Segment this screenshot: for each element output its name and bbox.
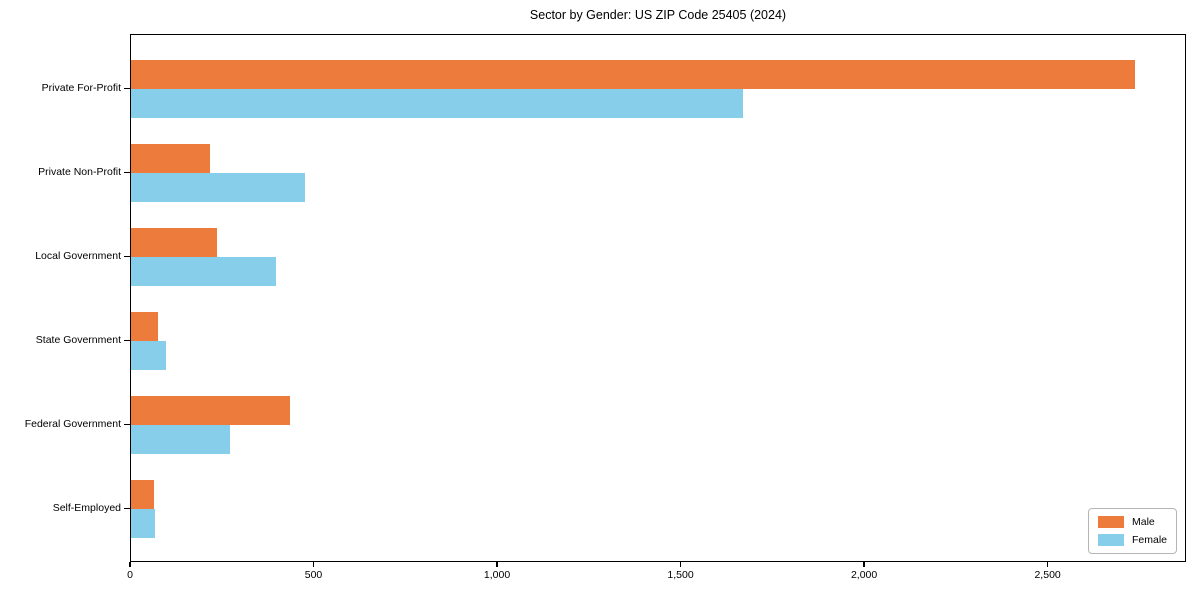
bar-male-4: [131, 312, 159, 341]
y-tick: [124, 339, 130, 341]
legend-swatch-male: [1097, 516, 1124, 528]
x-tick-label: 500: [304, 569, 323, 581]
x-tick: [679, 562, 682, 567]
bar-male-1: [131, 60, 1135, 89]
bar-male-2: [131, 144, 210, 173]
category-label: Self-Employed: [52, 502, 121, 514]
x-tick-label: 1,000: [483, 569, 511, 581]
x-tick-label: 1,500: [667, 569, 694, 581]
y-tick: [124, 507, 130, 509]
bar-male-5: [131, 396, 291, 425]
legend-entry-male: Male: [1097, 516, 1167, 528]
legend-label: Female: [1131, 534, 1167, 546]
bar-female-4: [131, 341, 166, 370]
x-tick-label: 0: [127, 569, 133, 581]
x-tick: [129, 562, 131, 567]
y-tick: [124, 87, 130, 89]
bar-female-6: [131, 509, 155, 538]
y-tick: [124, 423, 130, 425]
x-tick-label: 2,000: [850, 569, 878, 581]
bar-female-2: [131, 173, 306, 202]
category-label: State Government: [35, 334, 121, 346]
x-tick: [1046, 562, 1049, 567]
legend-entry-female: Female: [1097, 534, 1167, 546]
category-label: Private For-Profit: [41, 82, 121, 94]
y-tick: [124, 255, 130, 257]
category-label: Private Non-Profit: [38, 166, 121, 178]
x-tick: [496, 562, 498, 567]
x-tick: [863, 562, 865, 567]
category-label: Local Government: [35, 250, 121, 262]
legend-label: Male: [1131, 516, 1155, 528]
plot-area: Male Female: [130, 34, 1186, 562]
y-tick: [124, 171, 130, 173]
bar-male-6: [131, 480, 154, 509]
legend: Male Female: [1087, 508, 1177, 554]
x-tick-label: 2,500: [1034, 569, 1061, 581]
bar-female-3: [131, 257, 276, 286]
bar-male-3: [131, 228, 218, 257]
bar-female-1: [131, 89, 743, 118]
legend-swatch-female: [1097, 534, 1124, 546]
chart-title: Sector by Gender: US ZIP Code 25405 (202…: [529, 8, 787, 22]
bar-female-5: [131, 425, 230, 454]
category-label: Federal Government: [24, 418, 121, 430]
x-tick: [312, 562, 315, 567]
